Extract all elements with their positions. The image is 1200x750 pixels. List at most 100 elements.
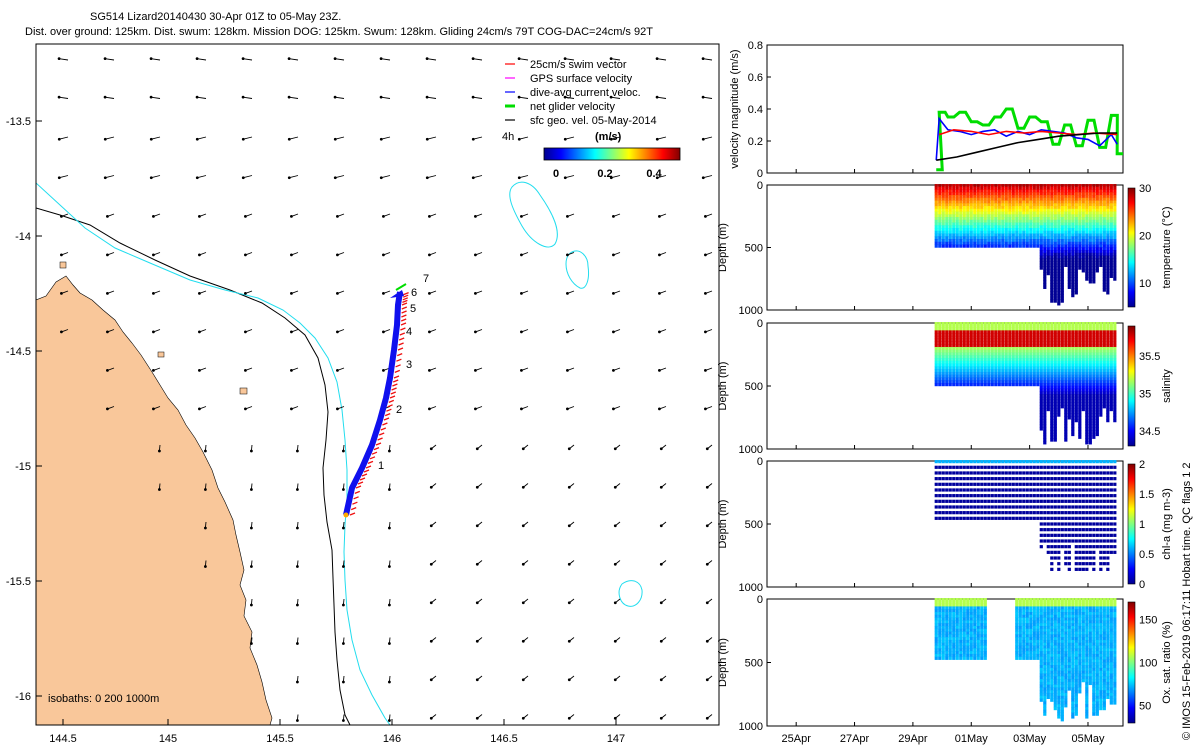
scatter-point [1074, 258, 1078, 262]
scatter-point [1039, 653, 1043, 658]
scatter-point [1092, 435, 1096, 439]
scatter-point [1022, 648, 1026, 652]
scatter-point [1057, 225, 1061, 229]
scatter-point [1032, 366, 1036, 370]
scatter-point [966, 369, 970, 373]
scatter-point [1036, 200, 1040, 204]
scatter-point [1095, 366, 1099, 370]
scatter-point [1067, 477, 1071, 481]
scatter-point [1081, 261, 1085, 265]
scatter-point [1011, 371, 1015, 376]
scatter-point [1001, 477, 1005, 481]
scatter-point [1036, 363, 1040, 367]
velocity-arrow-head [609, 95, 613, 99]
scatter-point [1095, 516, 1099, 520]
scatter-point [1004, 211, 1008, 215]
scatter-point [976, 192, 980, 196]
velocity-arrow [427, 136, 437, 140]
scatter-point [1095, 494, 1099, 498]
scatter-point [1053, 539, 1057, 543]
velocity-arrow-head [520, 407, 523, 411]
scatter-point [1032, 228, 1036, 232]
scatter-point [1113, 252, 1117, 256]
scatter-point [1099, 567, 1103, 571]
scatter-point [1064, 203, 1068, 207]
scatter-point [962, 333, 966, 337]
scatter-point [1088, 266, 1092, 270]
scatter-point [1022, 230, 1026, 234]
scatter-point [994, 233, 998, 237]
scatter-point [994, 192, 998, 196]
scatter-point [1011, 341, 1015, 345]
velocity-arrow-head [152, 253, 155, 257]
scatter-point [1046, 352, 1050, 356]
velocity-arrow-head [659, 524, 663, 528]
scatter-point [983, 211, 987, 215]
scatter-point [1036, 244, 1040, 248]
scatter-point [1085, 189, 1089, 193]
scatter-point [1018, 377, 1022, 381]
scatter-point [1050, 371, 1054, 376]
scatter-point [1025, 631, 1029, 635]
scatter-point [966, 239, 970, 243]
scatter-point [973, 606, 977, 610]
scatter-point [983, 360, 987, 365]
scatter-point [1018, 639, 1022, 644]
velocity-arrow-head [106, 330, 109, 334]
velocity-arrow-head [152, 369, 155, 372]
scatter-point [1015, 322, 1019, 326]
scatter-point [1046, 272, 1050, 276]
scatter-point [1015, 377, 1019, 381]
scatter-point [1029, 488, 1033, 492]
scatter-point [1057, 522, 1061, 526]
scatter-point [1015, 219, 1019, 223]
scatter-point [1043, 388, 1047, 392]
scatter-point [1043, 269, 1047, 273]
scatter-point [1060, 383, 1064, 387]
velocity-arrow [703, 58, 713, 61]
scatter-point [1074, 405, 1078, 409]
scatter-point [1008, 217, 1012, 221]
scatter-point [1015, 651, 1019, 655]
scatter-point [1025, 603, 1029, 607]
scatter-point [941, 653, 945, 658]
scatter-point [990, 197, 994, 201]
scatter-point [1102, 405, 1106, 409]
scatter-point [994, 352, 998, 356]
velocity-arrow-head [425, 95, 429, 99]
scatter-point [1102, 222, 1106, 226]
scatter-point [987, 225, 991, 229]
scatter-point [1071, 195, 1075, 199]
scatter-point [1106, 195, 1110, 199]
scatter-point [1085, 222, 1089, 226]
scatter-point [1053, 374, 1057, 378]
scatter-point [1067, 283, 1071, 287]
scatter-point [1025, 355, 1029, 359]
scatter-point [969, 189, 973, 193]
scatter-point [980, 637, 984, 641]
scatter-point [1001, 203, 1005, 207]
scatter-point [1085, 197, 1089, 201]
scatter-point [1015, 349, 1019, 353]
scatter-point [1039, 471, 1043, 475]
scatter-point [962, 516, 966, 520]
scatter-point [1004, 465, 1008, 469]
scatter-point [1099, 374, 1103, 378]
scatter-point [1085, 410, 1089, 414]
scatter-point [945, 645, 949, 649]
scatter-point [1085, 477, 1089, 481]
scatter-point [1011, 488, 1015, 492]
scatter-point [1064, 330, 1068, 334]
swim-vector [363, 469, 370, 473]
velocity-arrow-head [471, 57, 475, 61]
scatter-point [1039, 533, 1043, 537]
scatter-point [1099, 383, 1103, 387]
scatter-point [1071, 214, 1075, 218]
scatter-point [941, 214, 945, 218]
scatter-point [955, 244, 959, 248]
scatter-point [1071, 366, 1075, 370]
scatter-point [1036, 217, 1040, 221]
scatter-point [1109, 488, 1113, 492]
scatter-point [1039, 197, 1043, 201]
scatter-point [1022, 335, 1026, 340]
